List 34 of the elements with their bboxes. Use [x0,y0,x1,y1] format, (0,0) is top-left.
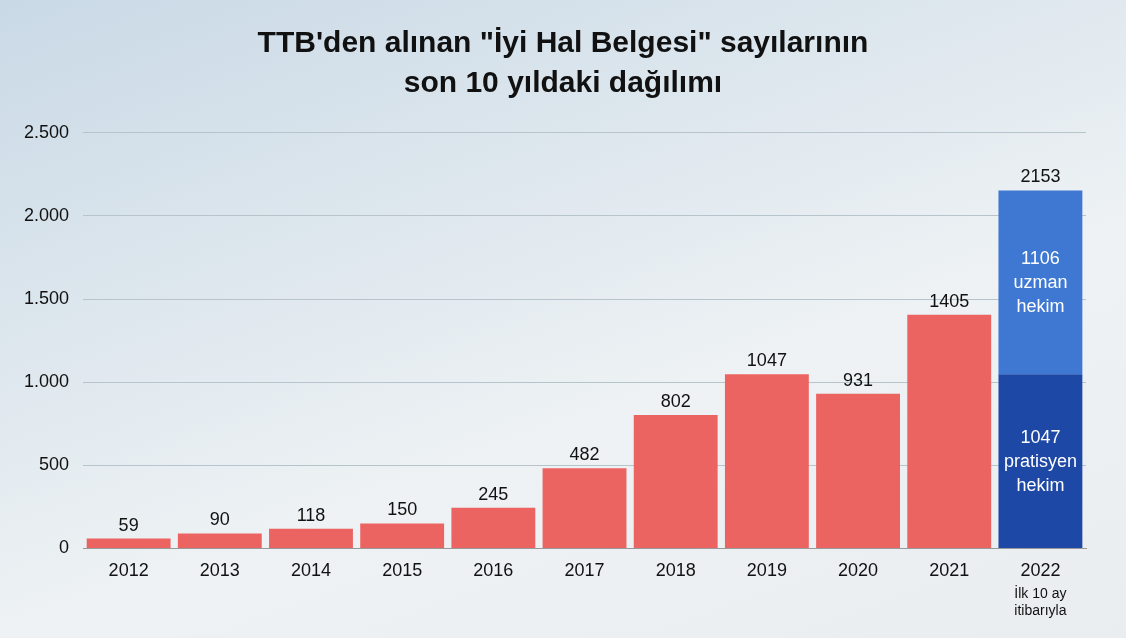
x-tick-label: 2019 [746,560,787,581]
y-tick-label: 500 [39,454,70,475]
data-label: 90 [209,509,230,530]
x-tick-label: 2022 [1020,560,1061,581]
data-label: 150 [387,499,418,520]
data-label: 245 [478,483,509,504]
x-tick-label: 2013 [199,560,240,581]
x-tick-label: 2018 [655,560,696,581]
data-label: 59 [118,514,139,535]
x-tick-label: 2020 [838,560,879,581]
x-tick-label: 2012 [108,560,149,581]
y-tick-label: 1.500 [24,288,70,309]
data-label: 482 [569,444,600,465]
chart-title: TTB'den alınan "İyi Hal Belgesi" sayılarının son 10 yıldaki dağılımı [256,24,870,100]
series-label: uzman hekim [1013,272,1068,317]
y-tick-label: 1.000 [24,371,70,392]
data-label: 1047 [746,350,787,371]
text: İlk 10 ay itibarıyla [1014,584,1067,619]
data-label: 1106 [1021,248,1060,269]
x-tick-label: 2021 [929,560,970,581]
x-tick-label: 2014 [290,560,332,581]
data-label: 1047 [1020,427,1061,448]
data-label: 802 [660,391,691,412]
y-tick-label: 0 [59,537,70,558]
x-tick-label: 2017 [564,560,605,581]
series-label: pratisyen hekim [1003,451,1077,496]
x-tick-label: 2015 [382,560,423,581]
total-label: 2153 [1020,166,1061,187]
data-label: 931 [843,369,874,390]
data-label: 1405 [929,290,970,311]
x-tick-label: 2016 [473,560,514,581]
y-tick-label: 2.000 [24,204,70,225]
y-tick-label: 2.500 [24,121,70,142]
data-label: 118 [296,504,326,525]
